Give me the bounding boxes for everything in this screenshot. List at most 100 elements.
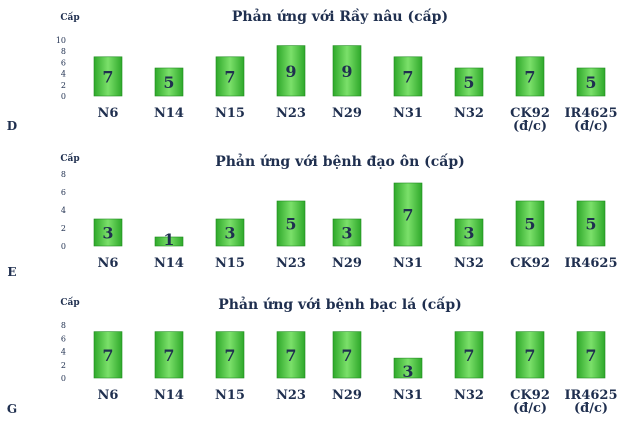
x-tick-label-line: N6: [98, 106, 119, 121]
x-tick-label: N23: [276, 388, 306, 403]
bar-value-label: 3: [102, 224, 113, 243]
bar: [454, 218, 484, 247]
y-tick-label: 0: [61, 374, 66, 383]
bar-value-label: 3: [224, 224, 235, 243]
bar-value-label: 7: [463, 346, 474, 365]
panel-label: G: [7, 402, 17, 416]
x-tick-label: N32: [454, 106, 484, 121]
x-tick-label-line: N29: [332, 106, 362, 121]
bar-value-label: 3: [402, 362, 413, 381]
x-tick-label-line: (đ/c): [574, 119, 608, 134]
bar-value-label: 5: [463, 73, 474, 92]
x-tick-label: CK92: [510, 256, 550, 271]
bar-value-label: 7: [402, 67, 413, 86]
x-tick-label: N32: [454, 256, 484, 271]
x-tick-label-line: N29: [332, 256, 362, 271]
y-tick-label: 0: [61, 92, 66, 101]
bar-value-label: 7: [585, 346, 596, 365]
x-tick-label-line: (đ/c): [574, 401, 608, 416]
bar-value-label: 7: [524, 67, 535, 86]
x-tick-label-line: (đ/c): [513, 401, 547, 416]
bar: [393, 182, 423, 247]
bar: [215, 331, 245, 379]
bar: [93, 331, 123, 379]
y-tick-label: 6: [61, 58, 66, 67]
x-tick-label-line: N23: [276, 256, 306, 271]
bar-value-label: 5: [585, 73, 596, 92]
bar-value-label: 7: [102, 346, 113, 365]
bar: [93, 56, 123, 97]
bar: [454, 67, 484, 97]
x-tick-label: N6: [98, 388, 119, 403]
x-tick-label: N14: [154, 106, 184, 121]
x-tick-label: N6: [98, 106, 119, 121]
x-tick-label: N31: [393, 388, 423, 403]
x-tick-label: N15: [215, 106, 245, 121]
bar: [576, 200, 606, 247]
y-tick-label: 2: [61, 81, 66, 90]
x-tick-label-line: CK92: [510, 388, 550, 403]
y-tick-label: 10: [56, 36, 66, 45]
bar: [332, 331, 362, 379]
bar: [276, 45, 306, 97]
y-tick-label: 2: [61, 361, 66, 370]
bar-value-label: 1: [163, 230, 174, 249]
bar: [576, 67, 606, 97]
bar: [515, 200, 545, 247]
bar: [276, 200, 306, 247]
y-tick-label: 2: [61, 224, 66, 233]
x-tick-label-line: N31: [393, 256, 423, 271]
bar: [332, 45, 362, 97]
bar-value-label: 5: [163, 73, 174, 92]
x-tick-label: IR4625: [564, 256, 617, 271]
x-tick-label-line: N31: [393, 388, 423, 403]
chart-title: Phản ứng với Rầy nâu (cấp): [232, 7, 448, 25]
bar: [515, 331, 545, 379]
x-tick-label: N14: [154, 256, 184, 271]
bar-value-label: 7: [524, 346, 535, 365]
bar-value-label: 7: [102, 67, 113, 86]
x-tick-label-line: N6: [98, 256, 119, 271]
bar: [215, 218, 245, 247]
x-tick-label: CK92 (đ/c): [510, 388, 550, 416]
x-tick-label-line: (đ/c): [513, 119, 547, 134]
x-tick-label-line: IR4625: [564, 106, 617, 121]
x-tick-label-line: N15: [215, 106, 245, 121]
bar: [276, 331, 306, 379]
bar-value-label: 5: [585, 215, 596, 234]
x-tick-label: N29: [332, 256, 362, 271]
bar: [93, 218, 123, 247]
x-tick-label: N23: [276, 106, 306, 121]
x-tick-label: CK92 (đ/c): [510, 106, 550, 134]
bar: [576, 331, 606, 379]
bar-value-label: 7: [402, 206, 413, 225]
x-tick-label-line: N32: [454, 106, 484, 121]
bar: [154, 331, 184, 379]
bar: [454, 331, 484, 379]
y-tick-label: 8: [61, 47, 66, 56]
bar-value-label: 7: [285, 346, 296, 365]
bar: [215, 56, 245, 97]
y-axis-label: Cấp: [60, 152, 79, 164]
x-tick-label-line: N23: [276, 106, 306, 121]
x-tick-label-line: N32: [454, 388, 484, 403]
x-tick-label: N6: [98, 256, 119, 271]
bar-value-label: 7: [341, 346, 352, 365]
x-tick-label: N15: [215, 388, 245, 403]
x-tick-label: N31: [393, 106, 423, 121]
bar: [515, 56, 545, 97]
x-tick-label-line: N31: [393, 106, 423, 121]
y-tick-label: 4: [61, 206, 66, 215]
x-tick-label-line: N14: [154, 256, 184, 271]
y-axis-label: Cấp: [60, 11, 79, 23]
bar: [393, 56, 423, 97]
x-tick-label-line: N14: [154, 106, 184, 121]
x-tick-label: N29: [332, 106, 362, 121]
bar: [154, 236, 184, 247]
bar-value-label: 5: [524, 215, 535, 234]
bar-value-label: 7: [224, 67, 235, 86]
y-tick-label: 6: [61, 334, 66, 343]
y-tick-label: 0: [61, 242, 66, 251]
